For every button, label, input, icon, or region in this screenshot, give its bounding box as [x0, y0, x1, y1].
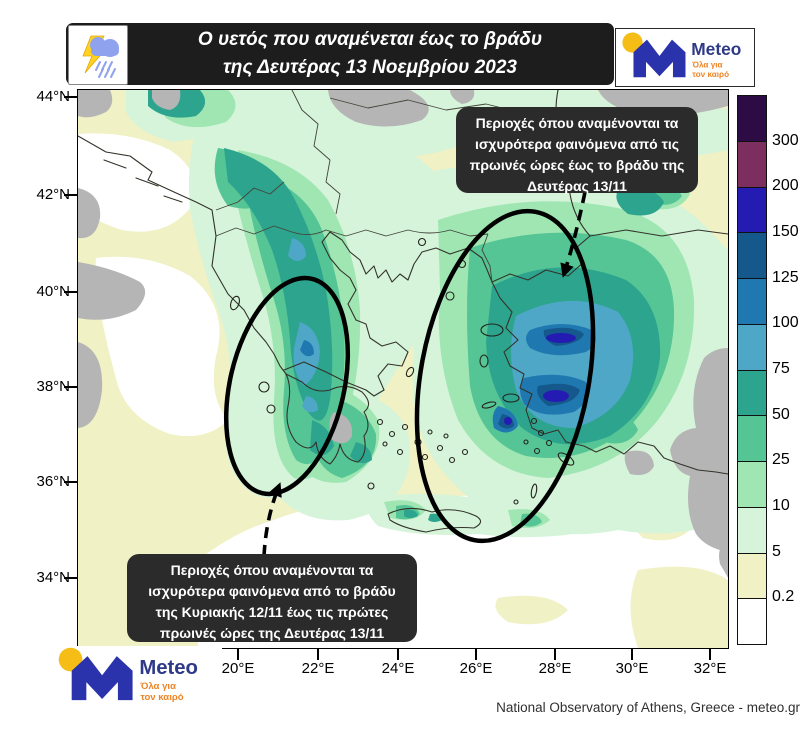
colorbar-label: 75 [772, 360, 790, 377]
lon-label: 30°E [615, 660, 649, 677]
meteo-logo-bottom: Meteo Όλα για τον καιρό [52, 646, 222, 708]
lon-label: 20°E [221, 660, 255, 677]
meteo-wordmark: Meteo [691, 39, 741, 59]
lat-tick [64, 577, 77, 579]
lat-label: 38°N [36, 378, 70, 395]
colorbar-segment [738, 415, 766, 461]
lon-label: 32°E [693, 660, 727, 677]
colorbar-label: 300 [772, 132, 799, 149]
lat-tick [64, 481, 77, 483]
callout-arrow-southwest [262, 482, 282, 557]
lon-label: 26°E [459, 660, 493, 677]
meteo-tagline-1: Όλα για [691, 61, 722, 70]
lat-tick [64, 386, 77, 388]
highlight-ellipse-east-aegean [414, 208, 596, 544]
meteo-logo-icon: Meteo Όλα για τον καιρό [622, 32, 741, 79]
callout-sw-line4: πρωινές ώρες της Δευτέρας 13/11 [159, 625, 385, 641]
lat-label: 36°N [36, 473, 70, 490]
colorbar-label: 200 [772, 177, 799, 194]
lat-label: 42°N [36, 186, 70, 203]
callout-ne-line4: Δευτέρας 13/11 [526, 178, 628, 194]
colorbar-segment [738, 323, 766, 370]
colorbar-segment [738, 598, 766, 644]
lon-tick [475, 648, 477, 660]
colorbar-segment [738, 96, 766, 141]
colorbar-segment [738, 140, 766, 187]
lat-label: 44°N [36, 88, 70, 105]
storm-cloud-lightning-rain-icon [82, 35, 119, 78]
colorbar-segment [738, 278, 766, 324]
lon-tick [709, 648, 711, 660]
colorbar-segment [738, 186, 766, 233]
callout-sw-line2: ισχυρότερα φαινόμενα από το βράδυ [148, 583, 396, 599]
callout-ne-line2: ισχυρότερα φαινόμενα από τις [474, 136, 680, 152]
colorbar-segment [738, 369, 766, 416]
colorbar-segment [738, 552, 766, 599]
colorbar-segment [738, 461, 766, 507]
lon-tick [554, 648, 556, 660]
storm-icon-box [68, 25, 128, 85]
colorbar-label: 150 [772, 223, 799, 240]
lat-tick [64, 291, 77, 293]
meteo-logo-icon: Meteo Όλα για τον καιρό [58, 647, 198, 703]
page-title-line1: Ο υετός που αναμένεται έως το βράδυ [197, 28, 543, 50]
source-credit: National Observatory of Athens, Greece -… [496, 700, 800, 715]
title-bar: Ο υετός που αναμένεται έως το βράδυ της … [66, 23, 614, 85]
meteo-tagline-1: Όλα για [139, 681, 176, 692]
lat-tick [64, 194, 77, 196]
lon-tick [631, 648, 633, 660]
highlight-ellipse-west-greece [223, 275, 351, 497]
lat-label: 40°N [36, 283, 70, 300]
meteo-tagline-2: τον καιρό [140, 692, 183, 703]
meteo-wordmark: Meteo [139, 657, 198, 679]
colorbar-label: 125 [772, 269, 799, 286]
lon-label: 22°E [301, 660, 335, 677]
meteo-tagline-2: τον καιρό [692, 70, 729, 79]
lon-tick [317, 648, 319, 660]
lat-label: 34°N [36, 569, 70, 586]
colorbar-label: 10 [772, 497, 790, 514]
callout-southwest: Περιοχές όπου αναμένονται τα ισχυρότερα … [127, 554, 417, 642]
meteo-logo-top: Meteo Όλα για τον καιρό [615, 28, 755, 87]
lon-label: 28°E [538, 660, 572, 677]
precip-150-200-areas [504, 333, 576, 425]
callout-northeast: Περιοχές όπου αναμένονται τα ισχυρότερα … [456, 107, 698, 194]
islands [229, 237, 575, 505]
colorbar-label: 0.2 [772, 588, 795, 605]
callout-ne-line1: Περιοχές όπου αναμένονται τα [475, 115, 679, 131]
lon-tick [397, 648, 399, 660]
colorbar-segment [738, 506, 766, 553]
colorbar-segment [738, 232, 766, 278]
lat-tick [64, 96, 77, 98]
page-title: Ο υετός που αναμένεται έως το βράδυ της … [66, 26, 614, 83]
page-title-line2: της Δευτέρας 13 Νοεμβρίου 2023 [223, 57, 517, 78]
colorbar-label: 25 [772, 451, 790, 468]
lon-tick [237, 648, 239, 660]
colorbar-label: 100 [772, 314, 799, 331]
callout-arrow-northeast [560, 191, 587, 278]
colorbar-label: 5 [772, 543, 781, 560]
callout-sw-line1: Περιοχές όπου αναμένονται τα [170, 562, 374, 578]
callout-ne-line3: πρωινές ώρες έως το βράδυ της [469, 157, 685, 173]
colorbar-label: 50 [772, 406, 790, 423]
lon-label: 24°E [381, 660, 415, 677]
precipitation-colorbar [737, 95, 767, 645]
callout-sw-line3: της Κυριακής 12/11 έως τις πρώτες [155, 604, 389, 620]
